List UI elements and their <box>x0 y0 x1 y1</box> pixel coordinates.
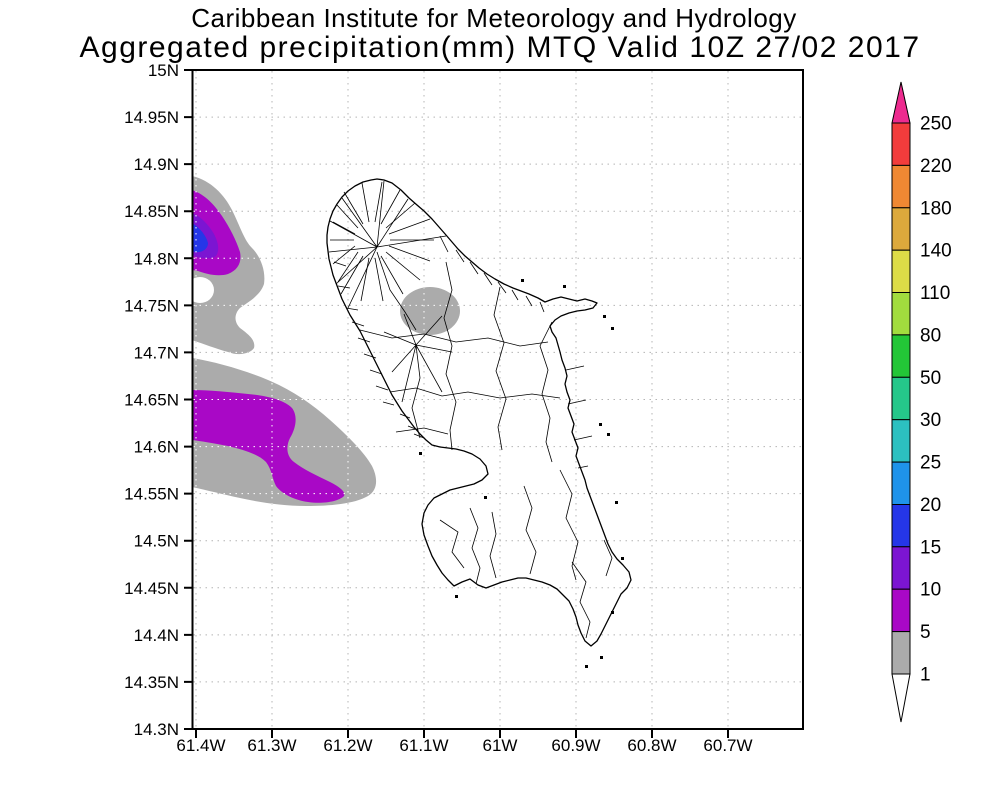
shade-sw-magenta-5-10 <box>193 390 345 503</box>
x-tick-label: 61.2W <box>323 736 372 755</box>
y-tick-label: 14.45N <box>124 579 179 598</box>
y-axis-labels: 15N 14.95N 14.9N 14.85N 14.8N 14.75N 14.… <box>124 61 179 739</box>
y-tick-label: 14.75N <box>124 296 179 315</box>
plot-border <box>191 69 804 730</box>
y-tick-label: 14.65N <box>124 391 179 410</box>
colorbar-segment <box>891 631 911 675</box>
precip-shading <box>193 176 460 506</box>
title-block: Caribbean Institute for Meteorology and … <box>80 3 921 64</box>
watersheds-north-spokes <box>328 180 447 331</box>
watersheds-central <box>359 261 593 469</box>
colorbar: 250 220 180 140 110 80 50 30 25 20 15 10… <box>891 81 952 723</box>
y-tick-label: 14.35N <box>124 673 179 692</box>
watersheds-west-ribs <box>333 261 425 439</box>
y-tick-label: 15N <box>148 61 179 80</box>
colorbar-segment <box>891 376 911 421</box>
x-tick-label: 60.9W <box>551 736 600 755</box>
islets <box>419 279 624 668</box>
colorbar-arrow-bottom <box>891 673 911 723</box>
y-tick-label: 14.55N <box>124 485 179 504</box>
colorbar-tick-label: 50 <box>920 368 941 389</box>
colorbar-tick-label: 80 <box>920 325 941 346</box>
watersheds-carbet <box>383 313 453 439</box>
y-tick-label: 14.3N <box>134 720 179 739</box>
y-tick-label: 14.95N <box>124 108 179 127</box>
colorbar-segment <box>891 419 911 463</box>
watersheds-south <box>439 469 613 639</box>
y-tick-label: 14.7N <box>134 343 179 362</box>
shade-nw-hole <box>193 277 214 303</box>
x-axis-ticks <box>195 730 729 738</box>
y-tick-label: 14.9N <box>134 155 179 174</box>
plot-frame <box>184 69 804 738</box>
watersheds-ne-ribs <box>439 235 545 313</box>
title-line-institute: Caribbean Institute for Meteorology and … <box>191 3 797 33</box>
coastline <box>326 178 632 647</box>
colorbar-tick-label: 1 <box>920 665 931 686</box>
colorbar-tick-label: 10 <box>920 580 941 601</box>
colorbar-segment <box>891 461 911 506</box>
colorbar-tick-label: 25 <box>920 453 941 474</box>
colorbar-arrow-top <box>891 81 911 124</box>
colorbar-tick-label: 110 <box>920 283 950 304</box>
colorbar-segment <box>891 122 911 166</box>
watersheds-north-radial <box>330 181 434 302</box>
x-tick-label: 60.7W <box>703 736 752 755</box>
colorbar-tick-label: 140 <box>920 241 952 262</box>
y-tick-label: 14.5N <box>134 532 179 551</box>
colorbar-segment <box>891 504 911 548</box>
y-tick-label: 14.8N <box>134 249 179 268</box>
y-tick-label: 14.85N <box>124 202 179 221</box>
x-tick-label: 61.1W <box>399 736 448 755</box>
island-map <box>326 178 632 668</box>
colorbar-tick-label: 5 <box>920 622 931 643</box>
shade-nw-blue-15-20 <box>193 223 208 253</box>
x-tick-label: 60.8W <box>627 736 676 755</box>
colorbar-tick-label: 15 <box>920 537 941 558</box>
colorbar-labels: 250 220 180 140 110 80 50 30 25 20 15 10… <box>920 114 952 686</box>
colorbar-tick-label: 220 <box>920 156 952 177</box>
x-tick-label: 61.3W <box>247 736 296 755</box>
colorbar-segment <box>891 546 911 590</box>
colorbar-tick-label: 20 <box>920 495 941 516</box>
shade-island-gray-1-5 <box>400 287 460 335</box>
title-line-product: Aggregated precipitation(mm) MTQ Valid 1… <box>80 31 921 64</box>
x-tick-label: 61.4W <box>176 736 225 755</box>
colorbar-segment <box>891 207 911 251</box>
x-tick-label: 61W <box>483 736 518 755</box>
y-tick-label: 14.4N <box>134 626 179 645</box>
colorbar-segment <box>891 164 911 209</box>
colorbar-segment <box>891 334 911 378</box>
y-tick-label: 14.6N <box>134 438 179 457</box>
x-axis-labels: 61.4W 61.3W 61.2W 61.1W 61W 60.9W 60.8W … <box>176 736 752 755</box>
y-axis-ticks <box>184 69 192 730</box>
colorbar-tick-label: 30 <box>920 410 941 431</box>
colorbar-tick-label: 250 <box>920 114 952 135</box>
colorbar-segment <box>891 249 911 293</box>
colorbar-tick-label: 180 <box>920 198 952 219</box>
colorbar-segment <box>891 588 911 633</box>
colorbar-segment <box>891 292 911 336</box>
